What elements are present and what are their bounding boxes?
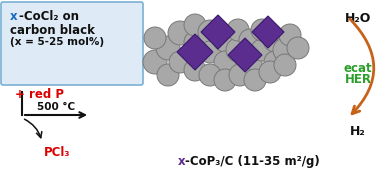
Circle shape [264, 51, 286, 73]
Circle shape [214, 51, 236, 73]
FancyArrowPatch shape [350, 19, 374, 114]
Text: ecat: ecat [344, 62, 372, 75]
Text: 500 °C: 500 °C [37, 102, 75, 112]
Text: x: x [10, 10, 18, 23]
Text: H₂: H₂ [350, 125, 366, 138]
Circle shape [184, 31, 206, 53]
Circle shape [184, 59, 206, 81]
Polygon shape [201, 15, 235, 49]
Circle shape [184, 14, 206, 36]
Text: x: x [177, 155, 185, 168]
Circle shape [274, 54, 296, 76]
Text: (x = 5-25 mol%): (x = 5-25 mol%) [10, 37, 104, 47]
Polygon shape [177, 34, 213, 70]
Circle shape [287, 37, 309, 59]
Circle shape [229, 64, 251, 86]
Text: H₂O: H₂O [345, 12, 371, 25]
Polygon shape [228, 38, 262, 72]
Circle shape [244, 69, 266, 91]
Circle shape [238, 50, 262, 74]
Circle shape [198, 20, 222, 44]
Circle shape [227, 19, 249, 41]
Circle shape [251, 19, 273, 41]
Text: -CoCl₂ on: -CoCl₂ on [19, 10, 79, 23]
Circle shape [199, 41, 221, 63]
Circle shape [273, 38, 297, 62]
Text: PCl₃: PCl₃ [44, 146, 71, 159]
FancyBboxPatch shape [1, 2, 143, 85]
Circle shape [263, 28, 287, 52]
Circle shape [239, 29, 261, 51]
Circle shape [144, 27, 166, 49]
Circle shape [259, 61, 281, 83]
Text: + red P: + red P [15, 88, 64, 101]
Circle shape [213, 28, 237, 52]
Circle shape [226, 38, 250, 62]
Text: -CoP₃/C (11-35 m²/g): -CoP₃/C (11-35 m²/g) [185, 155, 320, 168]
Circle shape [157, 64, 179, 86]
Circle shape [169, 51, 191, 73]
Circle shape [251, 39, 273, 61]
Circle shape [214, 69, 236, 91]
Circle shape [143, 50, 167, 74]
Circle shape [199, 64, 221, 86]
Text: carbon black: carbon black [10, 24, 95, 37]
Circle shape [279, 24, 301, 46]
Text: HER: HER [344, 73, 372, 86]
Circle shape [156, 36, 180, 60]
Polygon shape [252, 16, 284, 48]
Circle shape [168, 21, 192, 45]
